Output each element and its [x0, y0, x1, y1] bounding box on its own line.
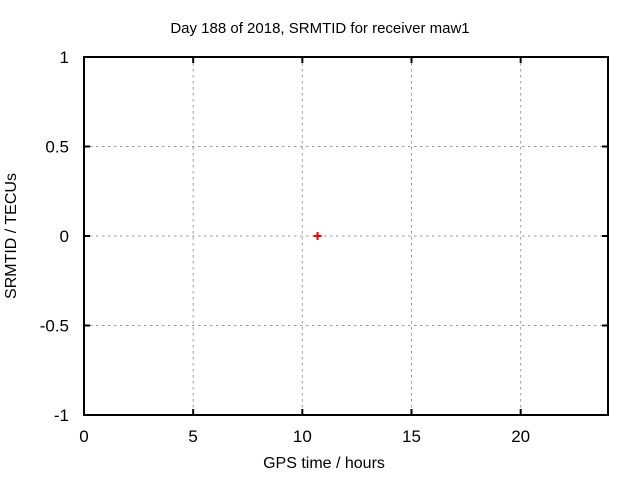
y-tick-label: 0	[60, 227, 69, 246]
y-tick-label: -1	[54, 406, 69, 425]
x-tick-label: 10	[293, 427, 312, 446]
x-axis-label: GPS time / hours	[263, 455, 385, 472]
grid-layer	[83, 56, 608, 416]
x-tick-label: 0	[79, 427, 88, 446]
y-tick-label: -0.5	[40, 317, 69, 336]
data-point-layer	[313, 232, 322, 240]
x-tick-label: 5	[188, 427, 197, 446]
x-tick-label: 15	[402, 427, 421, 446]
chart-title: Day 188 of 2018, SRMTID for receiver maw…	[170, 20, 469, 37]
y-tick-label: 1	[60, 48, 69, 67]
x-tick-label: 20	[511, 427, 530, 446]
plot-frame	[83, 56, 609, 416]
y-axis-label: SRMTID / TECUs	[3, 173, 20, 299]
tick-label-layer: 0 5 10 15 20 -1 -0.5 0 0.5 1	[40, 48, 530, 446]
y-tick-label: 0.5	[45, 138, 69, 157]
